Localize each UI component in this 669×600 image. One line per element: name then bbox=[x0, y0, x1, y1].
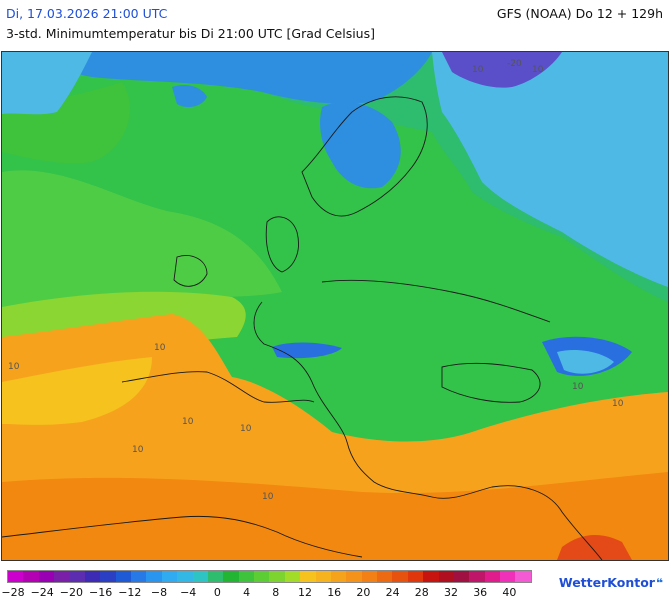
map-canvas: 10 10 10 10 10 10 10 10 10 -20 10 bbox=[2, 52, 668, 560]
scale-tick-label: 36 bbox=[473, 586, 488, 599]
scale-swatch bbox=[469, 571, 485, 582]
scale-tick-label: 40 bbox=[502, 586, 517, 599]
scale-tick-label: −28 bbox=[1, 586, 25, 599]
temperature-field-mild-light bbox=[2, 170, 282, 310]
contour-label: 10 bbox=[612, 399, 624, 409]
scale-tick-label: −16 bbox=[88, 586, 113, 599]
temperature-field-hot bbox=[2, 472, 668, 560]
scale-swatch bbox=[69, 571, 85, 582]
scale-tick-label: 4 bbox=[243, 586, 251, 599]
scale-swatch bbox=[500, 571, 516, 582]
color-scale-bar bbox=[7, 570, 532, 583]
scale-swatch bbox=[515, 571, 531, 582]
scale-tick-label: 28 bbox=[414, 586, 429, 599]
scale-tick-label: 24 bbox=[385, 586, 400, 599]
scale-swatch bbox=[254, 571, 270, 582]
contour-label: 10 bbox=[532, 65, 544, 75]
scale-swatch bbox=[192, 571, 208, 582]
scale-swatch bbox=[346, 571, 362, 582]
scale-swatch bbox=[177, 571, 193, 582]
temperature-field-cold-deep bbox=[442, 52, 562, 88]
scale-swatch bbox=[315, 571, 331, 582]
scale-swatch bbox=[54, 571, 70, 582]
scale-swatch bbox=[269, 571, 285, 582]
temperature-map[interactable]: 10 10 10 10 10 10 10 10 10 -20 10 bbox=[1, 51, 669, 561]
contour-label: 10 bbox=[154, 343, 166, 353]
wetterkontor-logo[interactable]: WetterKontor❝ bbox=[559, 575, 663, 590]
temperature-field-cold-northwest bbox=[2, 52, 92, 115]
scale-swatch bbox=[207, 571, 224, 582]
temperature-field-cold-iceland bbox=[172, 85, 207, 108]
scale-swatch bbox=[223, 571, 239, 582]
scale-swatch bbox=[453, 571, 470, 582]
scale-tick-label: 32 bbox=[444, 586, 458, 599]
scale-swatch bbox=[115, 571, 131, 582]
temperature-field-cool-east bbox=[432, 52, 668, 287]
scale-swatch bbox=[84, 571, 101, 582]
scale-swatch bbox=[100, 571, 116, 582]
temperature-field-very-hot bbox=[557, 535, 632, 560]
contour-label: 10 bbox=[240, 424, 252, 434]
temperature-field-cold-alps bbox=[272, 342, 342, 359]
contour-label: 10 bbox=[572, 382, 584, 392]
contour-label: 10 bbox=[262, 492, 274, 502]
coastlines bbox=[2, 96, 603, 560]
logo-swirl-icon: ❝ bbox=[655, 576, 663, 590]
scale-swatch bbox=[23, 571, 39, 582]
contour-label: 10 bbox=[472, 65, 484, 75]
scale-swatch bbox=[238, 571, 254, 582]
model-run-label: GFS (NOAA) Do 12 + 129h bbox=[496, 6, 663, 21]
scale-swatch bbox=[131, 571, 147, 582]
scale-swatch bbox=[392, 571, 408, 582]
scale-swatch bbox=[300, 571, 316, 582]
scale-swatch bbox=[438, 571, 454, 582]
scale-tick-label: 20 bbox=[356, 586, 371, 599]
scale-tick-label: 0 bbox=[213, 586, 221, 599]
logo-text: WetterKontor bbox=[558, 575, 655, 590]
scale-swatch bbox=[330, 571, 347, 582]
temperature-field-cold-north bbox=[62, 52, 432, 104]
scale-tick-label: −4 bbox=[180, 586, 197, 599]
temperature-field-cool-caucasus bbox=[557, 350, 614, 374]
scale-swatch bbox=[407, 571, 424, 582]
scale-swatch bbox=[284, 571, 301, 582]
contour-label: 10 bbox=[8, 362, 20, 372]
scale-tick-label: −24 bbox=[30, 586, 54, 599]
temperature-field-cold-scandinavia bbox=[320, 102, 401, 189]
contour-label: -20 bbox=[507, 59, 522, 69]
map-subtitle: 3-std. Minimumtemperatur bis Di 21:00 UT… bbox=[6, 26, 375, 41]
scale-tick-label: −20 bbox=[59, 586, 83, 599]
scale-tick-label: 12 bbox=[298, 586, 312, 599]
temperature-field-mild-light-north bbox=[2, 82, 131, 164]
scale-swatch bbox=[484, 571, 500, 582]
temperature-field-warm-light bbox=[2, 357, 152, 425]
contour-label: 10 bbox=[132, 445, 144, 455]
date-time: Di, 17.03.2026 21:00 UTC bbox=[6, 6, 168, 21]
scale-tick-label: 8 bbox=[272, 586, 280, 599]
scale-swatch bbox=[361, 571, 377, 582]
scale-tick-label: 16 bbox=[327, 586, 342, 599]
scale-tick-label: −8 bbox=[150, 586, 168, 599]
scale-tick-label: −12 bbox=[118, 586, 142, 599]
scale-swatch bbox=[146, 571, 162, 582]
scale-swatch bbox=[8, 571, 24, 582]
scale-swatch bbox=[161, 571, 178, 582]
contour-label: 10 bbox=[182, 417, 194, 427]
scale-swatch bbox=[423, 571, 439, 582]
scale-swatch bbox=[38, 571, 55, 582]
scale-swatch bbox=[377, 571, 393, 582]
